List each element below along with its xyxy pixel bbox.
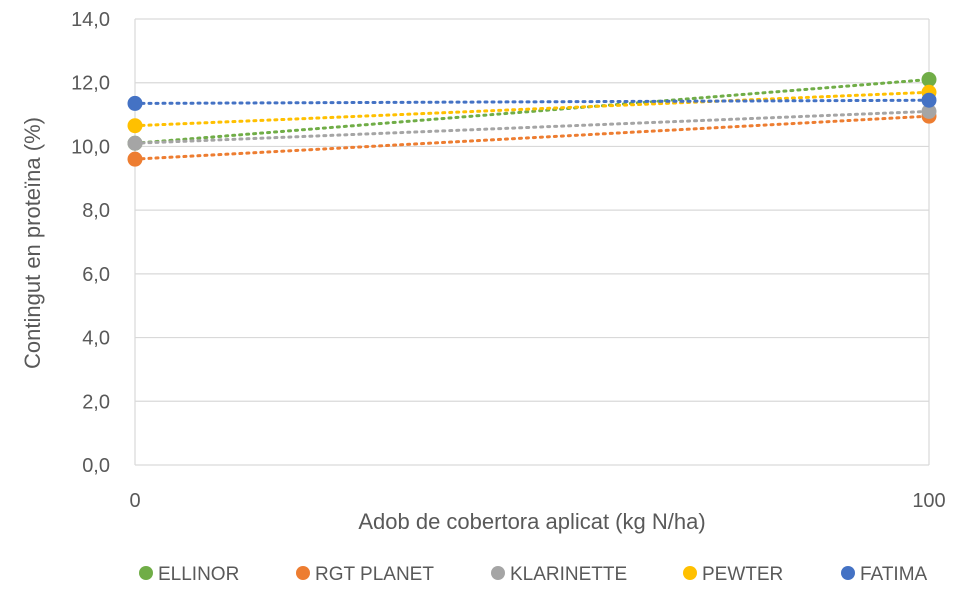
legend-label-rgt-planet: RGT PLANET: [315, 564, 434, 585]
y-axis-tick-labels: 0,0 2,0 4,0 6,0 8,0 10,0 12,0 14,0: [71, 9, 110, 477]
data-point-fatima: [921, 92, 937, 108]
legend: ELLINOR RGT PLANET KLARINETTE PEWTER FATIMA: [139, 564, 928, 585]
data-point-ellinor: [921, 72, 937, 88]
legend-label-klarinette: KLARINETTE: [510, 564, 627, 585]
legend-marker-rgt-planet: [296, 566, 310, 580]
legend-marker-fatima: [841, 566, 855, 580]
legend-label-ellinor: ELLINOR: [158, 564, 239, 585]
legend-marker-ellinor: [139, 566, 153, 580]
data-point-klarinette: [921, 103, 937, 119]
data-point-fatima: [127, 95, 143, 111]
gridlines: [134, 18, 930, 466]
x-tick-label: 100: [912, 490, 945, 512]
y-tick-label: 14,0: [71, 9, 110, 31]
series-line-rgt-planet: [133, 114, 931, 161]
legend-marker-pewter: [683, 566, 697, 580]
y-tick-label: 4,0: [82, 328, 110, 350]
y-axis-title: Contingut en proteïna (%): [20, 117, 45, 369]
data-point-rgt-planet: [127, 151, 143, 167]
y-tick-label: 10,0: [71, 136, 110, 158]
series-line-ellinor: [133, 78, 931, 145]
y-tick-label: 12,0: [71, 73, 110, 95]
data-point-pewter: [127, 118, 143, 134]
y-tick-label: 0,0: [82, 455, 110, 477]
series-line-fatima: [133, 98, 931, 105]
x-tick-label: 0: [129, 490, 140, 512]
data-point-klarinette: [127, 135, 143, 151]
legend-label-pewter: PEWTER: [702, 564, 783, 585]
y-tick-label: 2,0: [82, 391, 110, 413]
legend-marker-klarinette: [491, 566, 505, 580]
legend-label-fatima: FATIMA: [860, 564, 928, 585]
series-line-pewter: [133, 90, 931, 128]
y-tick-label: 8,0: [82, 200, 110, 222]
series-line-klarinette: [133, 109, 931, 145]
series-lines: [127, 72, 937, 167]
x-axis-title: Adob de cobertora aplicat (kg N/ha): [358, 509, 705, 534]
y-tick-label: 6,0: [82, 264, 110, 286]
x-axis-tick-labels: 0 100: [129, 490, 945, 512]
